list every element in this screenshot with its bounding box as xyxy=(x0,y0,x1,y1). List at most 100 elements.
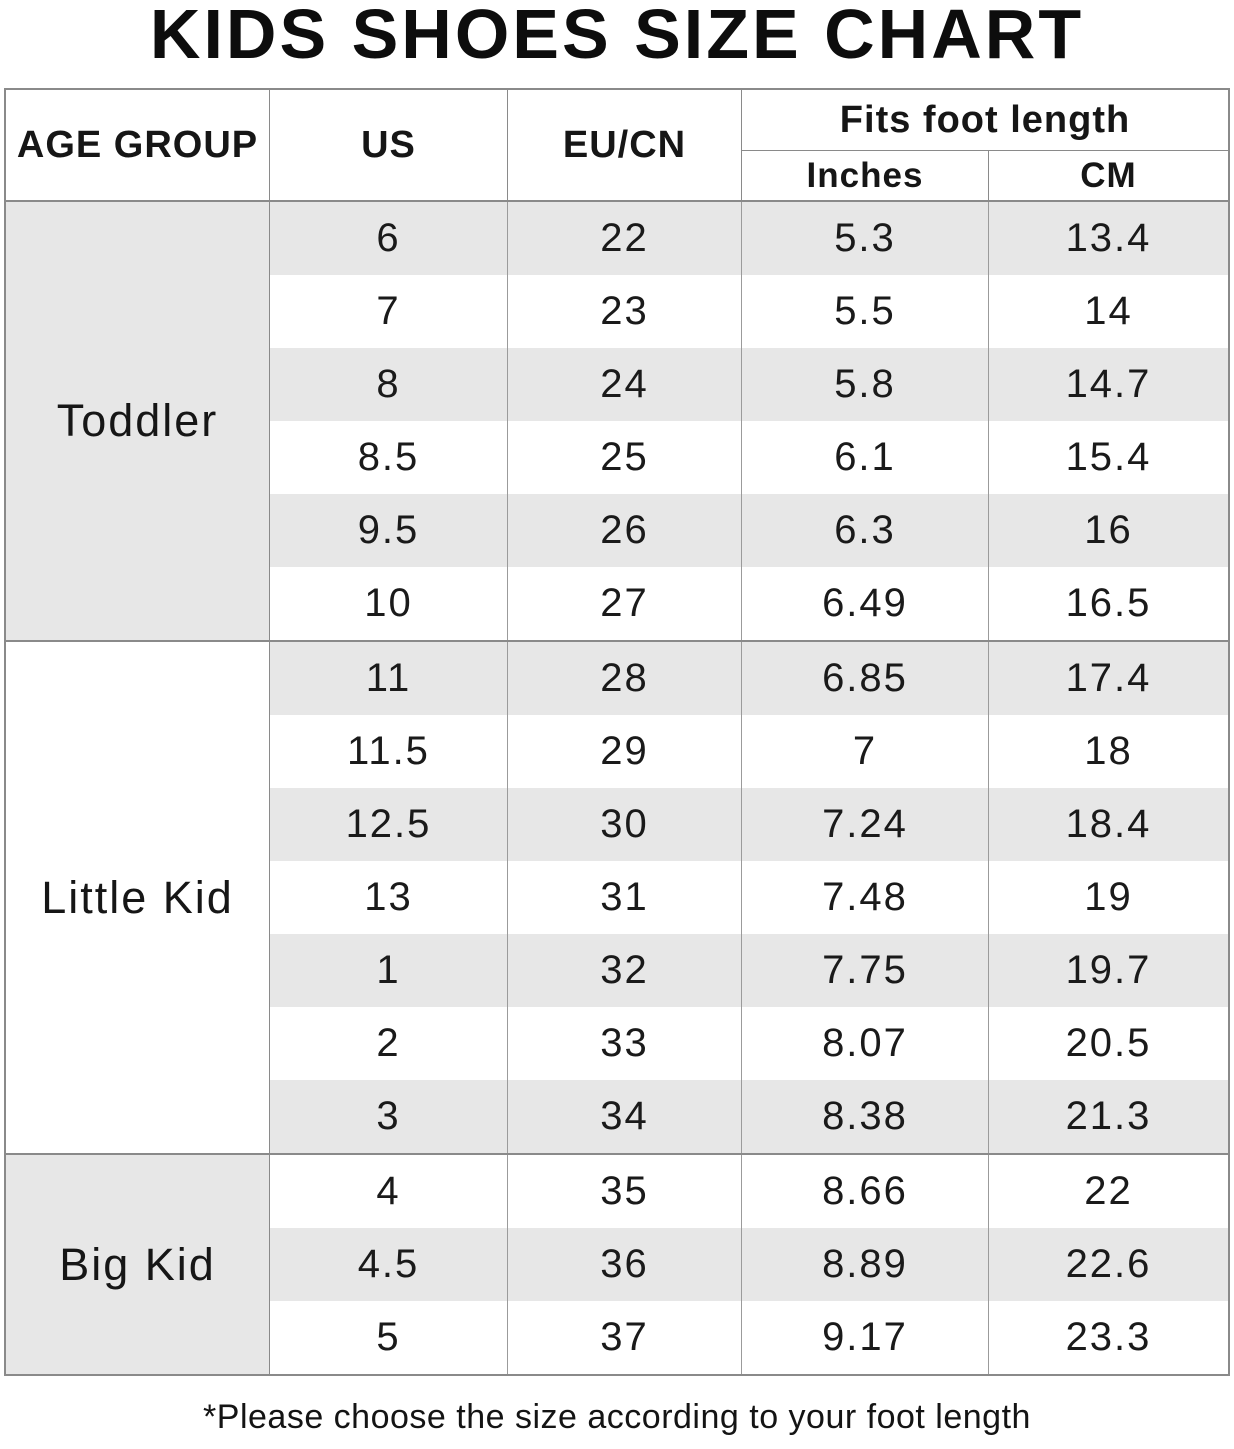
header-subrow: Inches CM xyxy=(742,151,1228,200)
table-row: 2 33 8.07 20.5 xyxy=(270,1007,1228,1080)
table-row: 1 32 7.75 19.7 xyxy=(270,934,1228,1007)
eu-size-cell: 27 xyxy=(508,567,742,640)
eu-size-cell: 30 xyxy=(508,788,742,861)
group-label-little-kid: Little Kid xyxy=(6,642,270,1153)
us-size-cell: 2 xyxy=(270,1007,508,1080)
group-label-toddler: Toddler xyxy=(6,202,270,640)
group-label-big-kid: Big Kid xyxy=(6,1155,270,1374)
us-size-cell: 13 xyxy=(270,861,508,934)
table-row: 5 37 9.17 23.3 xyxy=(270,1301,1228,1374)
eu-size-cell: 26 xyxy=(508,494,742,567)
table-row: 10 27 6.49 16.5 xyxy=(270,567,1228,640)
us-size-cell: 11 xyxy=(270,642,508,715)
inches-cell: 7.24 xyxy=(742,788,989,861)
cm-cell: 14 xyxy=(989,275,1228,348)
table-row: 12.5 30 7.24 18.4 xyxy=(270,788,1228,861)
table-row: 13 31 7.48 19 xyxy=(270,861,1228,934)
header-fits-foot-length-group: Fits foot length Inches CM xyxy=(742,90,1228,200)
us-size-cell: 1 xyxy=(270,934,508,1007)
inches-cell: 7 xyxy=(742,715,989,788)
cm-cell: 16 xyxy=(989,494,1228,567)
footnote: *Please choose the size according to you… xyxy=(203,1398,1031,1436)
us-size-cell: 8.5 xyxy=(270,421,508,494)
cm-cell: 22.6 xyxy=(989,1228,1228,1301)
inches-cell: 8.89 xyxy=(742,1228,989,1301)
kids-size-table: AGE GROUP US EU/CN Fits foot length Inch… xyxy=(4,88,1230,1376)
cm-cell: 22 xyxy=(989,1155,1228,1228)
cm-cell: 18.4 xyxy=(989,788,1228,861)
header-us: US xyxy=(270,90,508,200)
table-row: 4.5 36 8.89 22.6 xyxy=(270,1228,1228,1301)
table-row: 7 23 5.5 14 xyxy=(270,275,1228,348)
cm-cell: 13.4 xyxy=(989,202,1228,275)
table-row: 11.5 29 7 18 xyxy=(270,715,1228,788)
inches-cell: 8.38 xyxy=(742,1080,989,1153)
us-size-cell: 5 xyxy=(270,1301,508,1374)
cm-cell: 20.5 xyxy=(989,1007,1228,1080)
table-row: 11 28 6.85 17.4 xyxy=(270,642,1228,715)
us-size-cell: 7 xyxy=(270,275,508,348)
header-cm: CM xyxy=(989,151,1228,200)
inches-cell: 8.07 xyxy=(742,1007,989,1080)
page-title: KIDS SHOES SIZE CHART xyxy=(149,0,1085,73)
us-size-cell: 3 xyxy=(270,1080,508,1153)
inches-cell: 9.17 xyxy=(742,1301,989,1374)
cm-cell: 19.7 xyxy=(989,934,1228,1007)
inches-cell: 6.49 xyxy=(742,567,989,640)
header-inches: Inches xyxy=(742,151,989,200)
us-size-cell: 6 xyxy=(270,202,508,275)
header-age-group: AGE GROUP xyxy=(6,90,270,200)
eu-size-cell: 36 xyxy=(508,1228,742,1301)
eu-size-cell: 32 xyxy=(508,934,742,1007)
cm-cell: 18 xyxy=(989,715,1228,788)
cm-cell: 17.4 xyxy=(989,642,1228,715)
inches-cell: 5.5 xyxy=(742,275,989,348)
table-row: 6 22 5.3 13.4 xyxy=(270,202,1228,275)
eu-size-cell: 33 xyxy=(508,1007,742,1080)
eu-size-cell: 31 xyxy=(508,861,742,934)
inches-cell: 6.85 xyxy=(742,642,989,715)
inches-cell: 7.48 xyxy=(742,861,989,934)
header-fits-foot-length: Fits foot length xyxy=(742,90,1228,151)
inches-cell: 8.66 xyxy=(742,1155,989,1228)
table-header-row: AGE GROUP US EU/CN Fits foot length Inch… xyxy=(6,90,1228,202)
us-size-cell: 8 xyxy=(270,348,508,421)
table-row: 3 34 8.38 21.3 xyxy=(270,1080,1228,1153)
section-little-kid: Little Kid 11 28 6.85 17.4 11.5 29 7 18 … xyxy=(6,640,1228,1153)
header-eu-cn: EU/CN xyxy=(508,90,742,200)
cm-cell: 19 xyxy=(989,861,1228,934)
eu-size-cell: 23 xyxy=(508,275,742,348)
section-little-kid-rows: 11 28 6.85 17.4 11.5 29 7 18 12.5 30 7.2… xyxy=(270,642,1228,1153)
us-size-cell: 12.5 xyxy=(270,788,508,861)
eu-size-cell: 28 xyxy=(508,642,742,715)
eu-size-cell: 34 xyxy=(508,1080,742,1153)
us-size-cell: 11.5 xyxy=(270,715,508,788)
eu-size-cell: 35 xyxy=(508,1155,742,1228)
cm-cell: 21.3 xyxy=(989,1080,1228,1153)
us-size-cell: 9.5 xyxy=(270,494,508,567)
section-big-kid-rows: 4 35 8.66 22 4.5 36 8.89 22.6 5 37 9.17 … xyxy=(270,1155,1228,1374)
inches-cell: 6.3 xyxy=(742,494,989,567)
inches-cell: 5.8 xyxy=(742,348,989,421)
inches-cell: 7.75 xyxy=(742,934,989,1007)
table-row: 8 24 5.8 14.7 xyxy=(270,348,1228,421)
us-size-cell: 4.5 xyxy=(270,1228,508,1301)
eu-size-cell: 22 xyxy=(508,202,742,275)
cm-cell: 14.7 xyxy=(989,348,1228,421)
table-row: 4 35 8.66 22 xyxy=(270,1155,1228,1228)
eu-size-cell: 37 xyxy=(508,1301,742,1374)
section-toddler: Toddler 6 22 5.3 13.4 7 23 5.5 14 8 24 xyxy=(6,202,1228,640)
cm-cell: 23.3 xyxy=(989,1301,1228,1374)
table-row: 8.5 25 6.1 15.4 xyxy=(270,421,1228,494)
eu-size-cell: 25 xyxy=(508,421,742,494)
eu-size-cell: 29 xyxy=(508,715,742,788)
cm-cell: 16.5 xyxy=(989,567,1228,640)
eu-size-cell: 24 xyxy=(508,348,742,421)
cm-cell: 15.4 xyxy=(989,421,1228,494)
inches-cell: 6.1 xyxy=(742,421,989,494)
us-size-cell: 10 xyxy=(270,567,508,640)
section-toddler-rows: 6 22 5.3 13.4 7 23 5.5 14 8 24 5.8 14.7 xyxy=(270,202,1228,640)
table-row: 9.5 26 6.3 16 xyxy=(270,494,1228,567)
us-size-cell: 4 xyxy=(270,1155,508,1228)
